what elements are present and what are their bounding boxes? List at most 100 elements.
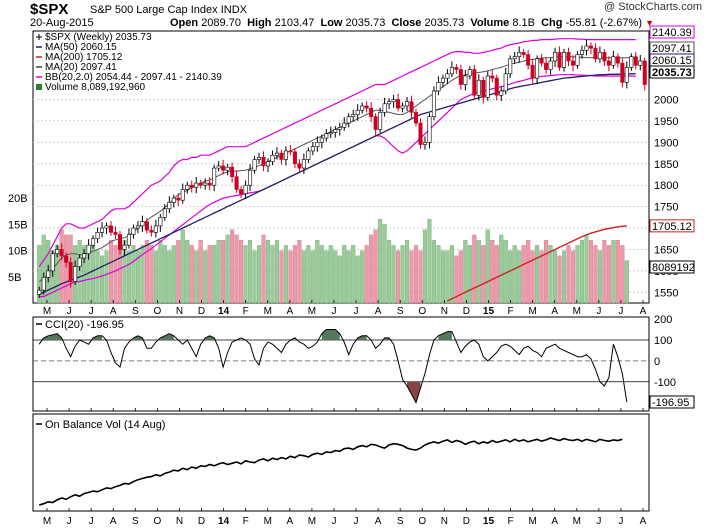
volume-bar [355,255,360,304]
candle-body [167,202,172,210]
value-tag-box [649,219,695,233]
x-tick-label: O [418,306,426,317]
candle-body [306,150,311,160]
volume-bar [593,245,598,304]
volume-bar [104,250,109,304]
candle-body [77,257,82,267]
volume-bar [252,250,257,304]
candle-body [579,49,584,55]
volume-bar [566,245,571,304]
x-tick-label: M [43,306,51,317]
candle-body [198,182,203,186]
x-tick-label: A [640,306,647,317]
volume-bar [413,245,419,304]
volume-bar [458,250,463,304]
value-tag: 2060.15 [649,53,695,67]
chart-name: S&P 500 Large Cap Index INDX [90,4,247,16]
candle-body [46,270,51,278]
candle-body [485,75,490,98]
candle-body [418,122,423,145]
volume-tick-label: 15B [8,219,28,231]
x-tick-label: J [67,306,72,317]
volume-bar [476,239,481,304]
x-tick-label: M [264,516,272,527]
volume-bar [387,239,392,304]
candle-body [642,60,647,85]
candle-body [243,184,248,195]
volume-tag-box [649,260,695,274]
value-tag-label: 1705.12 [652,221,692,233]
volume-tick-label: 20B [8,193,28,205]
obv-line [38,437,623,506]
candle-body [59,249,64,257]
candle-body [611,56,616,66]
volume-bar [557,255,562,304]
candle-body [431,90,436,117]
volume-bar [91,245,96,304]
candle-body [597,52,602,60]
volume-bar [624,260,629,304]
open-value: 2089.70 [201,17,241,29]
candle-body [369,107,374,117]
volume-bar [494,245,499,304]
x-tick-label: S [397,516,404,527]
volume-bar [490,239,495,304]
candle-body [342,122,347,128]
candle-body [436,82,441,92]
x-tick-label: A [286,516,293,527]
volume-bar [162,245,167,304]
volume-bar [216,239,221,304]
price-legend: $SPX (Weekly) 2035.73 MA(50) 2060.15 MA(… [34,32,222,93]
volume-bar [64,234,69,304]
candle-body [481,79,486,98]
volume-bar [391,245,396,304]
x-tick-label: J [89,516,94,527]
x-tick-label: J [354,306,359,317]
volume-bar [615,239,620,304]
volume-bar [265,239,271,304]
volume-bar [579,239,584,304]
volume-label: Volume [470,17,510,29]
volume-bar [539,250,544,304]
volume-bar [588,239,593,304]
volume-tick-label: 10B [8,246,28,258]
candle-body [346,116,351,124]
candle-body [575,54,580,66]
candle-body [351,114,356,117]
stockcharts-credit: @ StockCharts.com [604,1,702,13]
candle-body [64,255,69,263]
candle-body [602,52,607,62]
x-tick-label: A [286,306,293,317]
volume-value-tag: 8089192 [649,260,695,274]
volume-bar [611,239,616,304]
volume-bar [297,239,302,304]
candle-body [279,152,284,160]
value-tag: 2140.39 [649,25,695,39]
x-tick-label: M [308,516,316,527]
legend-ma50: MA(50) 2060.15 [45,42,117,53]
price-tick-label: 1750 [654,202,678,214]
candle-body [109,225,114,233]
legend-obv: On Balance Vol (14 Aug) [45,419,165,431]
candle-body [615,56,620,64]
x-tick-label: 14 [218,516,230,527]
candle-body [203,182,208,186]
volume-bar [230,229,235,304]
candle-body [207,182,212,186]
candle-body [144,221,149,231]
volume-bar [292,245,297,304]
bb-upper-line [38,38,636,267]
x-tick-label: O [153,516,161,527]
candle-body [324,133,329,139]
x-tick-label: 14 [218,306,230,317]
volume-bar [553,250,558,304]
x-tick-label: J [89,306,94,317]
volume-bar [256,245,262,304]
volume-bar [122,239,127,304]
candle-body [508,58,513,75]
candle-body [526,54,531,66]
candle-body [185,184,190,190]
x-tick-label: J [618,306,623,317]
volume-bar [396,250,401,304]
volume-bar [243,245,248,304]
